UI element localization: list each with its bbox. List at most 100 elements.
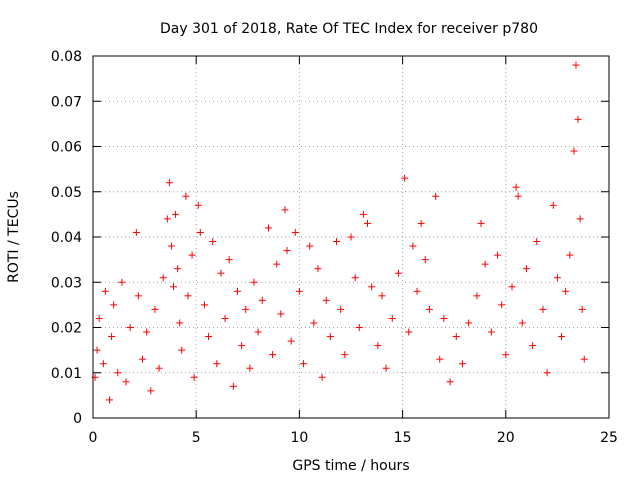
data-point — [134, 292, 142, 300]
data-point — [167, 242, 175, 250]
data-point — [182, 192, 190, 200]
x-tick-label: 0 — [89, 430, 98, 446]
y-tick-label: 0.01 — [51, 366, 82, 382]
data-point — [522, 265, 530, 273]
data-point — [333, 238, 341, 246]
data-point — [574, 115, 582, 123]
data-point — [473, 292, 481, 300]
data-point — [106, 396, 114, 404]
data-point — [147, 387, 155, 395]
data-point — [322, 296, 330, 304]
y-tick-label: 0 — [73, 411, 82, 427]
data-point — [165, 179, 173, 187]
data-point — [174, 265, 182, 273]
data-point — [108, 333, 116, 341]
y-tick-label: 0.03 — [51, 275, 82, 291]
data-point — [425, 305, 433, 313]
data-point — [118, 278, 126, 286]
data-point — [281, 206, 289, 214]
data-point — [326, 333, 334, 341]
data-point — [337, 305, 345, 313]
y-tick-label: 0.02 — [51, 321, 82, 337]
data-point — [421, 256, 429, 264]
y-tick-label: 0.06 — [51, 140, 82, 156]
data-point — [194, 201, 202, 209]
data-point — [184, 292, 192, 300]
y-tick-label: 0.08 — [51, 49, 82, 65]
data-point — [221, 314, 229, 322]
data-point — [417, 219, 425, 227]
data-point — [258, 296, 266, 304]
data-point — [364, 219, 372, 227]
data-point — [178, 346, 186, 354]
data-point — [351, 274, 359, 282]
data-point — [359, 210, 367, 218]
data-point — [553, 274, 561, 282]
data-point — [576, 215, 584, 223]
data-point — [205, 333, 213, 341]
data-point — [250, 278, 258, 286]
y-tick-label: 0.05 — [51, 185, 82, 201]
data-point — [498, 301, 506, 309]
data-point — [502, 351, 510, 359]
data-point — [446, 378, 454, 386]
data-point — [512, 183, 520, 191]
data-point — [481, 260, 489, 268]
data-point — [139, 355, 147, 363]
data-point — [477, 219, 485, 227]
data-point — [155, 364, 163, 372]
data-point — [217, 269, 225, 277]
data-point — [549, 201, 557, 209]
data-point — [110, 301, 118, 309]
data-point — [452, 333, 460, 341]
x-tick-label: 15 — [394, 430, 412, 446]
data-point — [409, 242, 417, 250]
data-point — [151, 305, 159, 313]
data-point — [101, 287, 109, 295]
data-point — [533, 238, 541, 246]
data-point — [190, 373, 198, 381]
data-point — [413, 287, 421, 295]
data-point — [200, 301, 208, 309]
data-point — [368, 283, 376, 291]
x-tick-label: 10 — [290, 430, 308, 446]
data-point — [558, 333, 566, 341]
data-point — [518, 319, 526, 327]
data-point — [229, 382, 237, 390]
x-tick-label: 5 — [192, 430, 201, 446]
data-point — [188, 251, 196, 259]
y-axis-label: ROTI / TECUs — [6, 191, 22, 283]
data-point — [176, 319, 184, 327]
data-point — [159, 274, 167, 282]
data-point — [269, 351, 277, 359]
grid-lines — [93, 56, 609, 418]
data-point — [254, 328, 262, 336]
data-point — [494, 251, 502, 259]
data-point — [196, 228, 204, 236]
chart-title: Day 301 of 2018, Rate Of TEC Index for r… — [160, 21, 538, 37]
data-point — [213, 360, 221, 368]
data-point — [287, 337, 295, 345]
data-point — [277, 310, 285, 318]
data-point — [394, 269, 402, 277]
data-point — [95, 314, 103, 322]
data-point — [487, 328, 495, 336]
data-point — [436, 355, 444, 363]
data-point — [114, 369, 122, 377]
data-point — [388, 314, 396, 322]
x-tick-label: 25 — [600, 430, 618, 446]
data-point — [382, 364, 390, 372]
axis-ticks — [92, 55, 610, 419]
data-point — [401, 174, 409, 182]
data-point — [300, 360, 308, 368]
data-point — [246, 364, 254, 372]
data-point — [310, 319, 318, 327]
data-point — [122, 378, 130, 386]
data-point — [514, 192, 522, 200]
data-point — [291, 228, 299, 236]
x-axis-label: GPS time / hours — [292, 458, 409, 474]
x-tick-label: 20 — [497, 430, 515, 446]
data-point — [572, 61, 580, 69]
data-point — [566, 251, 574, 259]
